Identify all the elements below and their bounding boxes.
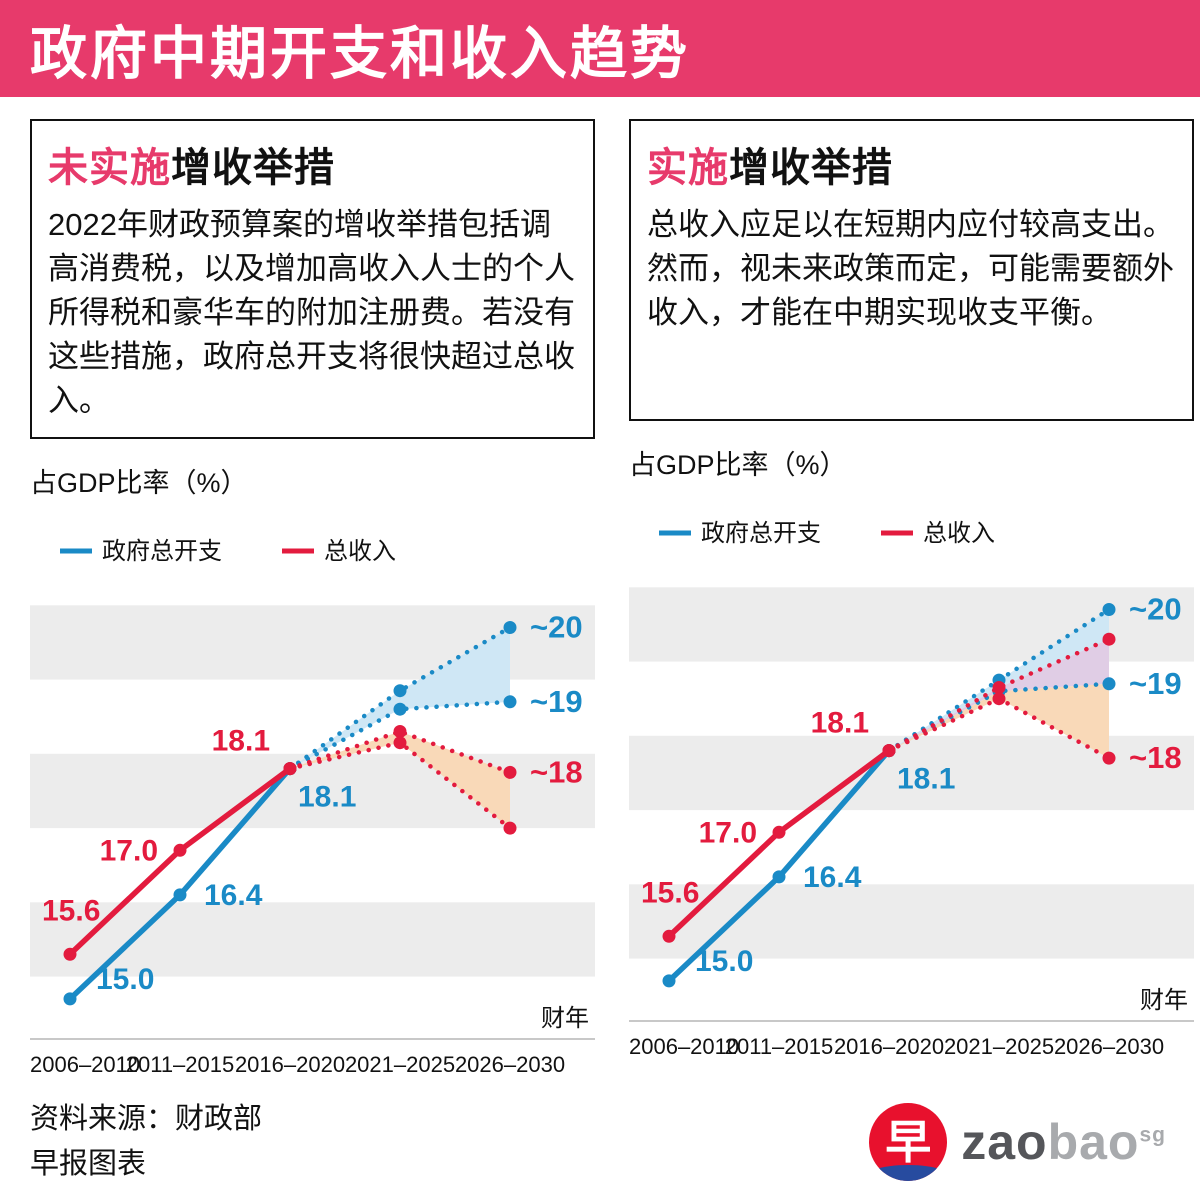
data-point	[393, 702, 407, 716]
data-point	[1102, 632, 1116, 646]
legend-label-revenue: 总收入	[324, 538, 396, 565]
data-point	[1102, 751, 1116, 765]
page-title: 政府中期开支和收入趋势	[30, 21, 690, 86]
x-tick-label: 2026–2030	[455, 1052, 565, 1077]
value-label: 15.6	[641, 876, 699, 909]
value-label: 15.0	[695, 945, 753, 978]
value-label: 17.0	[100, 834, 158, 867]
panel-left-heading: 未实施增收举措	[48, 135, 577, 193]
panel-right-heading: 实施增收举措	[647, 135, 1176, 193]
data-point	[63, 992, 77, 1006]
data-point	[992, 692, 1006, 706]
data-point	[173, 888, 187, 902]
value-label: 18.1	[212, 725, 270, 758]
panel-right-heading-highlight: 实施	[647, 146, 729, 190]
projection-fill-blue_fill	[290, 627, 510, 769]
x-tick-label: 2006–2010	[629, 1034, 739, 1059]
value-label: 18.1	[298, 781, 356, 814]
line-revenue-projection-high	[886, 636, 1112, 753]
end-label: ~18	[530, 754, 583, 789]
x-tick-label: 2016–2020	[235, 1052, 345, 1077]
x-tick-label: 2006–2010	[30, 1052, 140, 1077]
end-label: ~19	[530, 684, 583, 719]
projection-fill-orange_fill	[889, 683, 1109, 759]
chart-with-measures: 15.0 15.6 16.4 17.0 18.1 18.1 ~20 ~19 ~18 政府总开支 总收…	[629, 520, 1194, 1059]
legend-label-expenditure: 政府总开支	[102, 538, 222, 565]
value-label: 15.6	[42, 894, 100, 927]
x-tick-label: 2011–2015	[725, 1034, 834, 1059]
panel-right-heading-rest: 增收举措	[729, 146, 893, 190]
value-label: 16.4	[803, 861, 862, 894]
grid-band	[30, 605, 595, 680]
projection-fill-purple_fill	[889, 639, 1109, 751]
grid-band	[629, 587, 1194, 662]
data-point	[662, 974, 676, 988]
zaobao-logo-text: zaobaosg	[961, 1113, 1166, 1171]
grid-band	[30, 902, 595, 977]
legend-label-revenue: 总收入	[923, 520, 995, 547]
panel-without-measures: 未实施增收举措 2022年财政预算案的增收举措包括调高消费税，以及增加高收入人士…	[30, 119, 595, 1081]
header-banner: 政府中期开支和收入趋势	[0, 0, 1200, 97]
panel-with-measures: 实施增收举措 总收入应足以在短期内应付较高支出。然而，视未来政策而定，可能需要额…	[629, 119, 1194, 1081]
x-tick-label: 2016–2020	[834, 1034, 944, 1059]
value-label: 18.1	[897, 763, 955, 796]
data-point	[173, 843, 187, 857]
end-label: ~19	[1129, 666, 1182, 701]
zaobao-logo-icon: 早	[869, 1103, 948, 1182]
x-tick-label: 2011–2015	[126, 1052, 235, 1077]
value-label: 17.0	[699, 816, 757, 849]
end-label: ~20	[1129, 592, 1182, 627]
line-expenditure-projection-low	[287, 699, 513, 771]
zaobao-logo: 早 zaobaosg	[869, 1103, 1166, 1182]
panel-left-heading-rest: 增收举措	[171, 146, 335, 190]
data-point	[503, 695, 517, 709]
panel-right-body: 总收入应足以在短期内应付较高支出。然而，视未来政策而定，可能需要额外收入，才能在…	[647, 207, 1174, 331]
grid-band	[629, 884, 1194, 959]
data-point	[1102, 677, 1116, 691]
data-point	[503, 621, 517, 635]
panel-right-y-axis-label: 占GDP比率（%）	[629, 450, 847, 480]
data-point	[393, 684, 407, 698]
data-point	[393, 725, 407, 739]
data-point	[882, 744, 896, 758]
panel-left-y-axis-label: 占GDP比率（%）	[30, 468, 248, 499]
panel-left-textbox: 未实施增收举措 2022年财政预算案的增收举措包括调高消费税，以及增加高收入人士…	[30, 119, 595, 440]
value-label: 15.0	[96, 963, 154, 996]
data-point	[772, 825, 786, 839]
panel-left-heading-highlight: 未实施	[48, 146, 171, 190]
legend-label-expenditure: 政府总开支	[701, 520, 821, 547]
credit-line: 早报图表	[30, 1148, 147, 1181]
end-label: ~20	[530, 610, 583, 645]
data-point	[662, 929, 676, 943]
x-tick-label: 2021–2025	[944, 1034, 1054, 1059]
zaobao-logo-char: 早	[885, 1116, 932, 1169]
zaobao-logo-zao: zao	[961, 1114, 1048, 1171]
data-point	[283, 762, 297, 776]
end-label: ~18	[1129, 740, 1182, 775]
panel-right-textbox: 实施增收举措 总收入应足以在短期内应付较高支出。然而，视未来政策而定，可能需要额…	[629, 119, 1194, 421]
footer: 资料来源：财政部 早报图表 早 zaobaosg	[0, 1081, 1200, 1187]
panel-left-body: 2022年财政预算案的增收举措包括调高消费税，以及增加高收入人士的个人所得税和豪…	[48, 207, 575, 419]
x-tick-label: 2026–2030	[1054, 1034, 1164, 1059]
data-point	[772, 870, 786, 884]
data-point	[1102, 603, 1116, 616]
x-axis-caption: 财年	[1140, 987, 1188, 1014]
data-point	[393, 736, 407, 750]
zaobao-logo-bao: bao	[1047, 1114, 1140, 1171]
zaobao-logo-sg: sg	[1139, 1123, 1166, 1147]
panels-container: 未实施增收举措 2022年财政预算案的增收举措包括调高消费税，以及增加高收入人士…	[0, 97, 1200, 1081]
value-label: 16.4	[204, 879, 263, 912]
data-point	[503, 765, 517, 779]
line-revenue-projection-high	[287, 729, 513, 775]
source-line: 资料来源：财政部	[30, 1103, 263, 1136]
data-point	[992, 681, 1006, 694]
value-label: 18.1	[811, 707, 869, 740]
data-point	[63, 947, 77, 961]
source-block: 资料来源：财政部 早报图表	[30, 1097, 262, 1187]
chart-without-measures: 15.0 15.6 16.4 17.0 18.1 18.1 ~20 ~19 ~18 政府总开支 总收…	[30, 538, 595, 1077]
x-axis-caption: 财年	[541, 1005, 589, 1032]
x-tick-label: 2021–2025	[345, 1052, 455, 1077]
data-point	[503, 821, 517, 835]
